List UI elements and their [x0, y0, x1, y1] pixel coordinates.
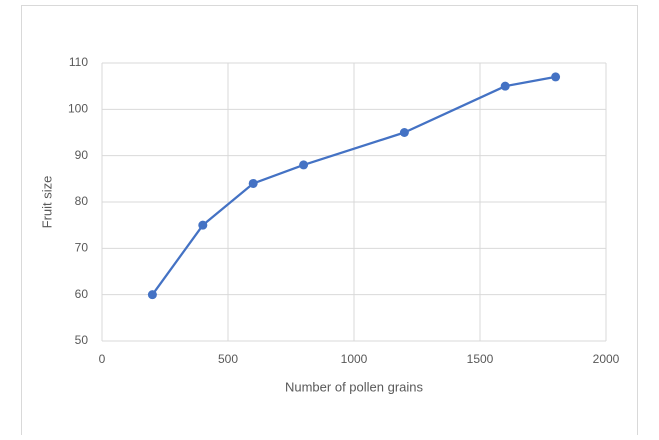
x-axis-label: Number of pollen grains — [285, 379, 424, 394]
data-point — [299, 160, 309, 170]
data-point — [399, 128, 409, 137]
data-point — [147, 290, 157, 300]
y-tick-label: 100 — [68, 102, 88, 116]
y-tick-label: 50 — [75, 333, 89, 347]
y-tick-label: 70 — [75, 241, 89, 255]
y-tick-label: 60 — [75, 287, 89, 301]
x-tick-label: 2000 — [593, 352, 620, 366]
x-tick-label: 1000 — [341, 352, 368, 366]
data-point — [198, 220, 208, 230]
x-tick-label: 0 — [99, 352, 106, 366]
chart-border — [21, 5, 638, 440]
y-tick-label: 80 — [75, 194, 89, 208]
y-axis-label: Fruit size — [39, 176, 54, 229]
x-tick-label: 1500 — [467, 352, 494, 366]
x-tick-label: 500 — [218, 352, 238, 366]
y-tick-label: 90 — [75, 148, 89, 162]
y-tick-label: 110 — [69, 55, 88, 69]
data-point — [500, 81, 510, 91]
data-point — [551, 72, 561, 82]
data-point — [248, 178, 258, 188]
